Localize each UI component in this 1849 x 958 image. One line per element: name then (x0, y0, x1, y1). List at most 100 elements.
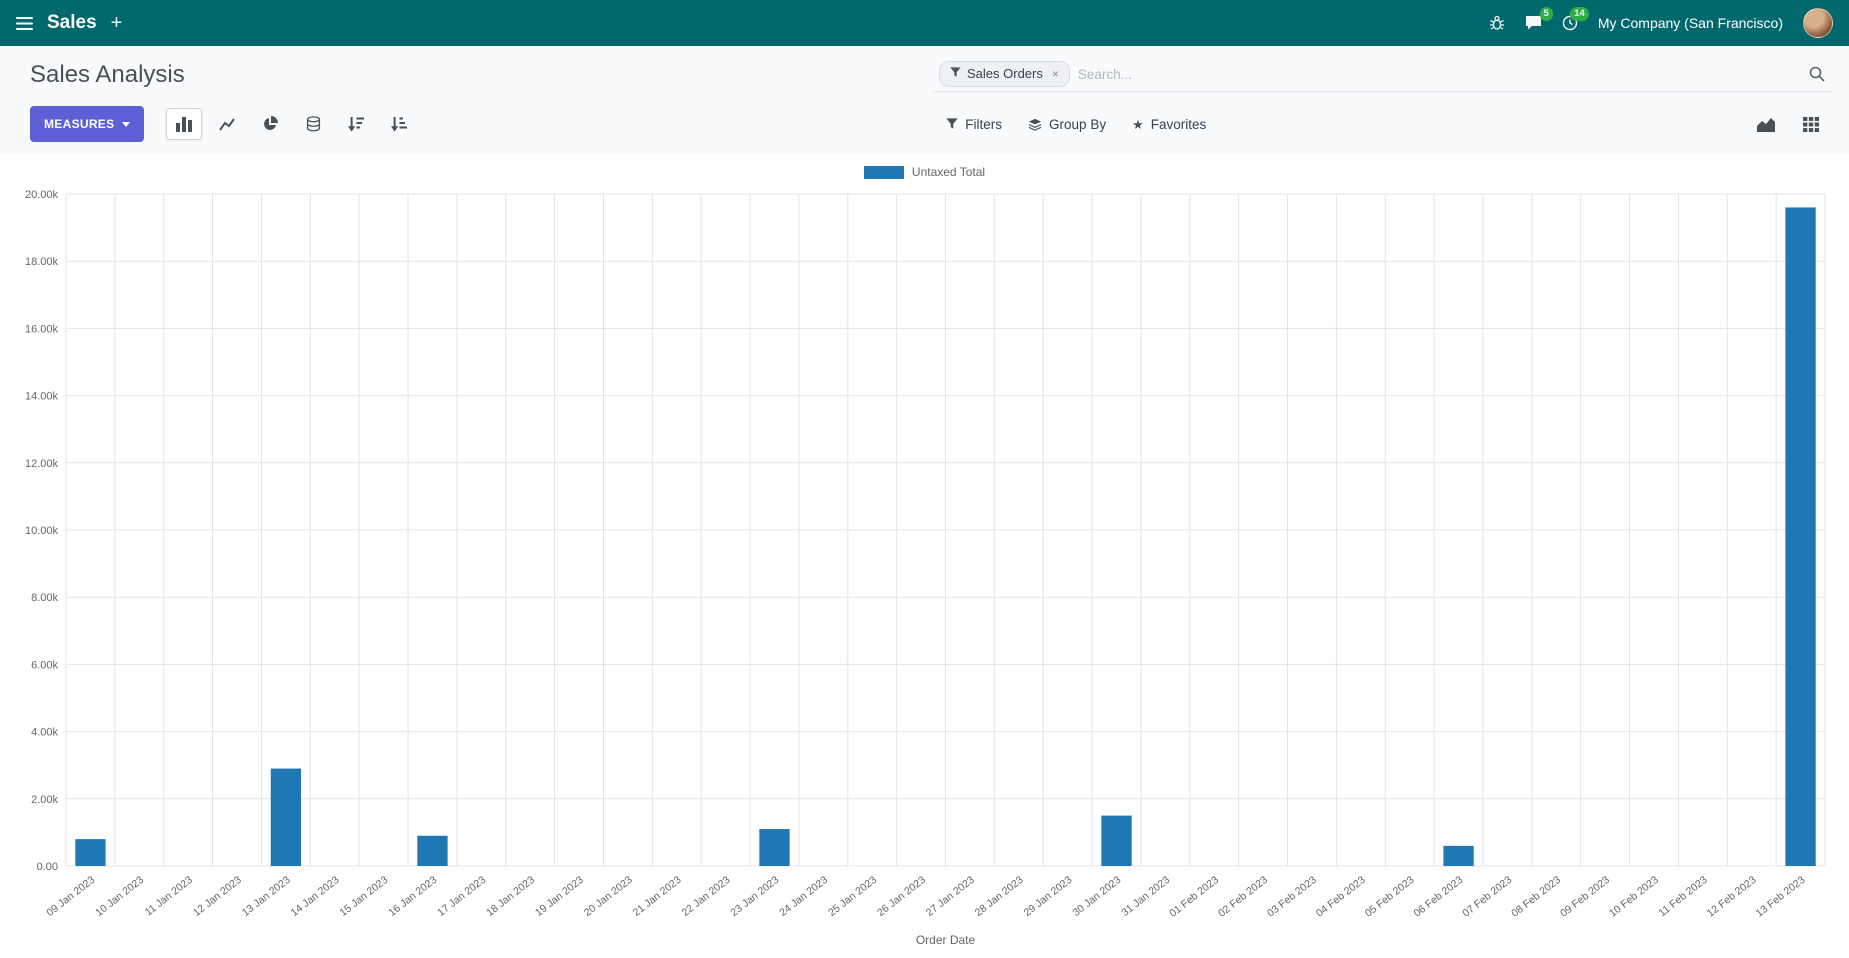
y-tick-label: 4.00k (31, 727, 58, 739)
x-tick-label: 10 Feb 2023 (1607, 874, 1661, 920)
x-tick-label: 26 Jan 2023 (875, 874, 928, 919)
filters-button[interactable]: Filters (946, 117, 1002, 132)
control-panel-bottom: MEASURES (16, 104, 1833, 144)
chart-area: Untaxed Total 0.00 2.00k 4.00k 6.00k 8.00k 10… (0, 154, 1849, 955)
favorites-label: Favorites (1150, 116, 1207, 132)
x-tick-label: 07 Feb 2023 (1460, 874, 1514, 920)
legend-label: Untaxed Total (911, 165, 986, 180)
navbar-left: Sales + (16, 12, 122, 35)
sort-descending-button[interactable] (338, 108, 374, 140)
y-tick-label: 10.00k (25, 525, 59, 537)
y-tick-label: 2.00k (31, 794, 58, 806)
x-tick-label: 18 Jan 2023 (484, 874, 537, 919)
x-tick-label: 04 Feb 2023 (1314, 874, 1368, 920)
search-facet-sales-orders[interactable]: Sales Orders × (939, 61, 1070, 88)
x-tick-label: 21 Jan 2023 (631, 874, 684, 919)
debug-icon[interactable] (1489, 15, 1505, 31)
line-chart-button[interactable] (209, 108, 245, 140)
filter-icon (950, 66, 961, 82)
x-tick-label: 22 Jan 2023 (680, 874, 733, 919)
y-tick-label: 12.00k (25, 458, 59, 470)
chart-legend[interactable]: Untaxed Total (8, 160, 1841, 184)
x-tick-label: 09 Jan 2023 (44, 874, 97, 919)
x-tick-label: 19 Jan 2023 (533, 874, 586, 919)
messages-icon[interactable]: 5 (1525, 7, 1553, 31)
x-tick-label: 30 Jan 2023 (1070, 874, 1123, 919)
y-tick-label: 14.00k (25, 391, 59, 403)
x-tick-label: 16 Jan 2023 (386, 874, 439, 919)
activities-icon[interactable]: 14 (1562, 7, 1589, 31)
search-options: Filters Group By ★ Favorites (946, 117, 1206, 132)
search-icon[interactable] (1809, 66, 1825, 82)
x-tick-label: 05 Feb 2023 (1363, 874, 1417, 920)
sort-ascending-button[interactable] (381, 108, 417, 140)
page-title: Sales Analysis (30, 61, 185, 89)
stacked-toggle-button[interactable] (295, 108, 331, 140)
facet-remove-icon[interactable]: × (1051, 67, 1059, 82)
x-tick-label: 14 Jan 2023 (289, 874, 342, 919)
x-tick-label: 13 Feb 2023 (1754, 874, 1808, 920)
x-tick-label: 03 Feb 2023 (1265, 874, 1319, 920)
bar-chart-button[interactable] (166, 108, 203, 141)
facet-label: Sales Orders (967, 66, 1043, 81)
x-tick-label: 13 Jan 2023 (240, 874, 293, 919)
x-tick-label: 02 Feb 2023 (1216, 874, 1270, 920)
x-tick-label: 15 Jan 2023 (337, 874, 390, 919)
company-switcher[interactable]: My Company (San Francisco) (1597, 15, 1783, 31)
y-tick-label: 18.00k (25, 256, 59, 268)
control-panel-top: Sales Analysis Sales Orders × (16, 58, 1833, 93)
favorites-button[interactable]: ★ Favorites (1132, 117, 1206, 132)
x-tick-label: 27 Jan 2023 (924, 874, 977, 919)
group-by-button[interactable]: Group By (1028, 117, 1106, 132)
x-tick-label: 01 Feb 2023 (1167, 874, 1221, 920)
x-tick-label: 11 Jan 2023 (143, 874, 195, 919)
search-bar[interactable]: Sales Orders × (933, 58, 1833, 93)
group-by-label: Group By (1049, 116, 1107, 132)
chart-bar[interactable] (270, 768, 302, 867)
top-navbar: Sales + 5 14 My Company (San Francisco) (0, 0, 1849, 46)
x-tick-label: 24 Jan 2023 (777, 874, 830, 919)
app-name[interactable]: Sales (47, 12, 97, 33)
y-tick-label: 0.00 (37, 861, 58, 873)
pie-chart-button[interactable] (252, 108, 288, 140)
measures-button[interactable]: MEASURES (30, 106, 145, 143)
x-tick-label: 09 Feb 2023 (1558, 874, 1612, 920)
y-tick-label: 20.00k (25, 189, 59, 201)
x-tick-label: 12 Jan 2023 (191, 874, 244, 919)
layers-icon (1028, 118, 1042, 131)
bar-chart: 0.00 2.00k 4.00k 6.00k 8.00k 10.00k 12.00k 14.0… (25, 189, 1826, 947)
chart-bar[interactable] (1443, 846, 1474, 867)
x-tick-label: 31 Jan 2023 (1119, 874, 1172, 919)
chart-bar[interactable] (417, 836, 448, 867)
x-tick-label: 20 Jan 2023 (582, 874, 635, 919)
y-tick-label: 8.00k (31, 592, 58, 604)
chart-bar[interactable] (1101, 815, 1132, 867)
funnel-icon (946, 118, 958, 130)
chart-bar[interactable] (75, 839, 106, 867)
x-tick-label: 06 Feb 2023 (1412, 874, 1466, 920)
x-tick-label: 28 Jan 2023 (973, 874, 1026, 919)
y-tick-label: 16.00k (25, 324, 59, 336)
user-avatar[interactable] (1803, 8, 1833, 38)
search-input[interactable] (1077, 66, 1801, 82)
x-axis-title: Order Date (916, 933, 976, 947)
view-switcher (1757, 116, 1833, 132)
apps-menu-icon[interactable] (16, 16, 33, 30)
x-tick-label: 23 Jan 2023 (728, 874, 781, 919)
pivot-view-button[interactable] (1803, 116, 1819, 132)
x-tick-label: 11 Feb 2023 (1656, 874, 1709, 919)
graph-view-button[interactable] (1757, 117, 1775, 132)
new-tab-icon[interactable]: + (110, 11, 123, 34)
x-tick-label: 25 Jan 2023 (826, 874, 879, 919)
measures-label: MEASURES (44, 117, 115, 132)
control-panel: Sales Analysis Sales Orders × MEASURES (0, 46, 1849, 155)
chart-bar[interactable] (1785, 207, 1816, 867)
chevron-down-icon (122, 121, 131, 127)
x-tick-label: 08 Feb 2023 (1509, 874, 1563, 920)
chart-bar[interactable] (759, 829, 790, 867)
navbar-systray: 5 14 My Company (San Francisco) (1489, 7, 1833, 38)
star-icon: ★ (1132, 116, 1144, 132)
y-tick-label: 6.00k (31, 660, 58, 672)
x-tick-label: 12 Feb 2023 (1705, 874, 1759, 920)
messages-badge: 5 (1539, 7, 1553, 21)
